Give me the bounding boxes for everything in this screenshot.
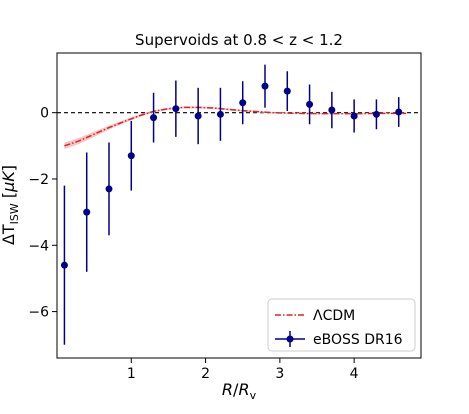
- data-point: [150, 114, 158, 122]
- y-axis-label: ΔTISW [μK]: [0, 165, 21, 245]
- data-point: [306, 100, 314, 108]
- data-point: [172, 105, 180, 113]
- y-tick-label: 0: [40, 106, 49, 122]
- x-tick-label: 2: [201, 366, 210, 382]
- legend-box: [267, 298, 416, 352]
- ticks-layer: 1 2 3 4 −6 −4 −2 0: [28, 106, 358, 382]
- y-tick-label: −4: [28, 238, 49, 254]
- data-point: [372, 110, 380, 118]
- data-point: [83, 208, 91, 216]
- legend: ΛCDM eBOSS DR16: [267, 298, 416, 352]
- x-tick-label: 4: [350, 366, 359, 382]
- legend-lcdm-label: ΛCDM: [313, 308, 355, 324]
- data-point: [239, 99, 247, 107]
- x-tick-label: 3: [275, 366, 284, 382]
- x-axis-label: R/Rv: [222, 380, 257, 402]
- data-point: [395, 108, 403, 116]
- data-point: [283, 87, 291, 95]
- plot-layer: [57, 64, 421, 345]
- plot-frame: [56, 52, 422, 359]
- data-point: [194, 112, 202, 120]
- y-tick-label: −2: [28, 172, 49, 188]
- data-point: [328, 106, 336, 114]
- data-point: [60, 261, 68, 269]
- data-point: [261, 82, 269, 90]
- lcdm-line: [64, 106, 407, 147]
- data-point: [105, 185, 113, 193]
- data-point: [216, 110, 224, 118]
- legend-eboss-label: eBOSS DR16: [313, 332, 403, 348]
- data-point: [350, 112, 358, 120]
- x-tick-label: 1: [127, 366, 136, 382]
- legend-eboss-swatch-marker: [286, 335, 294, 343]
- legend-entry-eboss: eBOSS DR16: [275, 331, 403, 348]
- y-tick-label: −6: [28, 305, 49, 321]
- legend-entry-lcdm: ΛCDM: [275, 308, 355, 324]
- chart-title: Supervoids at 0.8 < z < 1.2: [135, 31, 343, 49]
- data-point: [127, 152, 135, 160]
